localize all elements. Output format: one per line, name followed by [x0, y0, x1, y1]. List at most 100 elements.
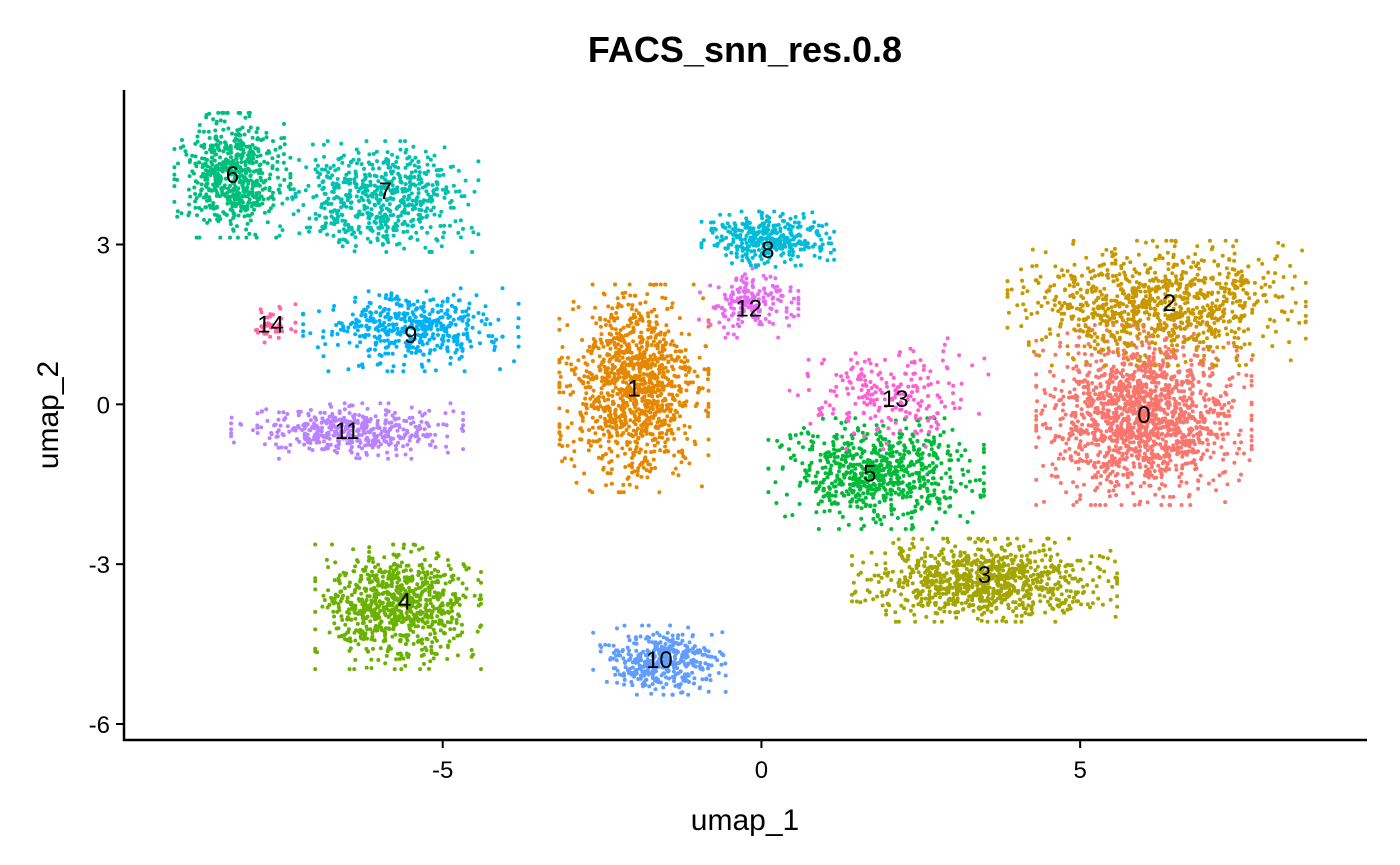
point [651, 352, 656, 357]
point [659, 419, 663, 424]
point [969, 574, 973, 579]
point [995, 553, 1000, 558]
point [648, 431, 653, 436]
point [1193, 252, 1198, 257]
point [672, 417, 677, 422]
point [672, 453, 677, 458]
point [1200, 440, 1205, 445]
point [386, 576, 391, 581]
point [679, 460, 684, 465]
point [1115, 439, 1120, 444]
point [608, 323, 613, 328]
point [418, 667, 423, 672]
point [1017, 544, 1022, 549]
point [598, 316, 602, 320]
point [1077, 317, 1081, 322]
point [988, 564, 993, 569]
point [609, 370, 614, 375]
point [1177, 401, 1182, 406]
point [1129, 446, 1134, 451]
point [1208, 313, 1213, 318]
point [1084, 428, 1089, 433]
point [1080, 428, 1085, 433]
point [1014, 606, 1019, 610]
point [1132, 503, 1137, 507]
point [1236, 270, 1241, 275]
point [1071, 357, 1076, 362]
point [1152, 469, 1157, 473]
point [646, 462, 651, 467]
point [634, 382, 639, 387]
point [1086, 383, 1091, 388]
point [643, 455, 648, 460]
point [1134, 270, 1139, 275]
point [655, 344, 660, 349]
point [1076, 466, 1081, 471]
point [1005, 288, 1010, 293]
point [1057, 344, 1062, 349]
point [854, 599, 859, 604]
point [1104, 293, 1109, 298]
point [607, 380, 612, 385]
point [581, 380, 586, 385]
point [1027, 596, 1032, 600]
point [1186, 323, 1191, 327]
point [900, 556, 905, 561]
point [912, 612, 917, 617]
point [1174, 378, 1179, 383]
point [1113, 484, 1117, 489]
point [1020, 587, 1025, 592]
point [640, 390, 644, 395]
point [648, 378, 653, 383]
point [1053, 352, 1058, 357]
point [1131, 440, 1136, 445]
point [1165, 461, 1170, 466]
point [942, 605, 947, 609]
point [1113, 338, 1118, 343]
point [632, 453, 636, 458]
point [985, 619, 990, 624]
point [1066, 580, 1071, 585]
point [1114, 493, 1119, 498]
point [1159, 503, 1164, 507]
point [1186, 379, 1191, 384]
point [1094, 442, 1099, 447]
point [1126, 448, 1131, 453]
point [1247, 341, 1252, 346]
point [1205, 344, 1210, 349]
point [1094, 385, 1099, 390]
point [1096, 453, 1101, 457]
point [1007, 593, 1011, 598]
point [641, 395, 646, 400]
point [1085, 290, 1089, 295]
point [1202, 353, 1207, 358]
point [1140, 299, 1145, 304]
point [989, 609, 994, 614]
point [1167, 453, 1172, 458]
point [658, 393, 663, 398]
point [643, 300, 648, 305]
point [932, 564, 937, 569]
point [1141, 390, 1146, 395]
point [1071, 314, 1076, 319]
point [1091, 590, 1096, 595]
point [858, 600, 863, 605]
point [1276, 295, 1281, 300]
point [1131, 315, 1136, 320]
point [1110, 373, 1115, 378]
point [1197, 419, 1202, 424]
point [1085, 333, 1090, 338]
point [406, 652, 411, 657]
point [1171, 375, 1176, 379]
point [928, 553, 933, 558]
point [1206, 347, 1211, 352]
point [601, 344, 606, 349]
point [913, 588, 918, 593]
point [641, 465, 646, 470]
point [1273, 271, 1278, 276]
point [1230, 281, 1235, 286]
point [666, 329, 671, 334]
point [1102, 569, 1107, 574]
point [571, 439, 576, 444]
